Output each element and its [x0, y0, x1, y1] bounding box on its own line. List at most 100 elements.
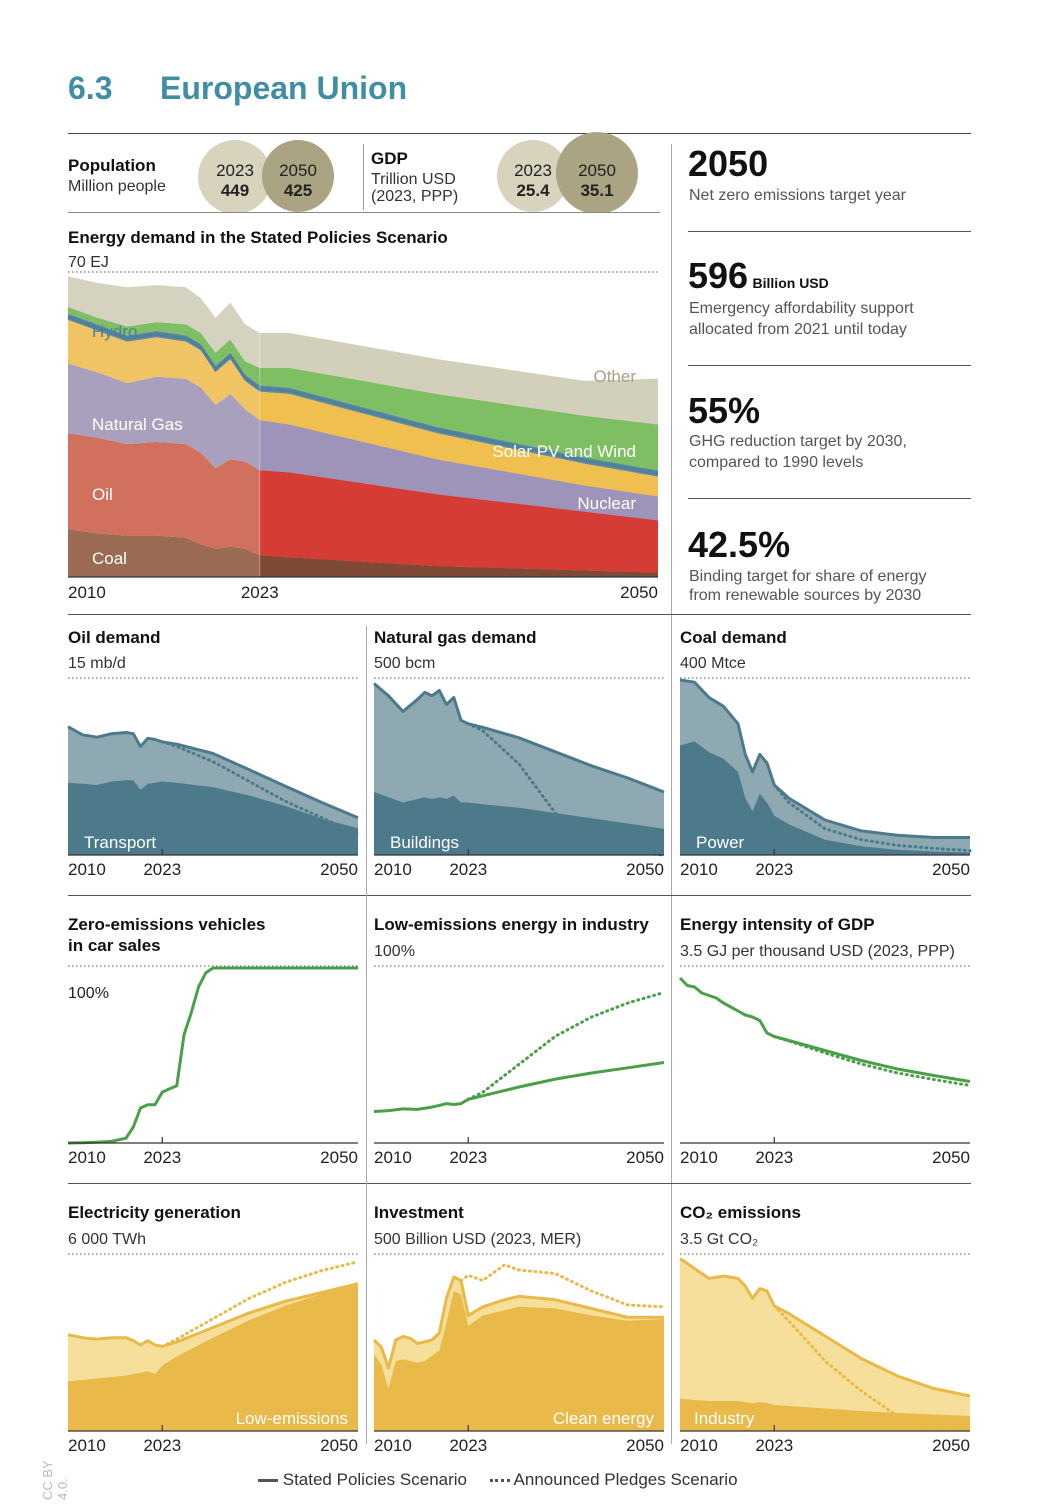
kpi-rule	[68, 212, 660, 213]
gas-tick-label-2010: 2010	[374, 860, 412, 879]
coal-aps-line	[772, 783, 972, 853]
page-title: European Union	[160, 70, 408, 106]
industry-aps-line	[466, 991, 666, 1101]
zev-tick-label-2050: 2050	[320, 1148, 358, 1167]
top-rule	[68, 133, 971, 134]
aps-legend-swatch	[489, 1479, 510, 1483]
fact-2-value: 596	[688, 255, 749, 296]
coal-tick-label-2050: 2050	[932, 860, 970, 879]
fact-4-desc-1: Binding target for share of energy	[689, 568, 927, 585]
population-year-2: 2050	[279, 161, 317, 180]
gas-aps-line	[466, 722, 666, 857]
oil-aps-line	[160, 740, 360, 836]
energy-label-other: Other	[593, 367, 636, 386]
energy-hydro-line	[67, 315, 659, 476]
invest-sps-line	[372, 1275, 664, 1370]
intensity-tick-label-2050: 2050	[932, 1148, 970, 1167]
energy-projection-nuclear	[259, 391, 658, 497]
elec-sps-line	[67, 1282, 359, 1348]
electricity-chart: 2010 2023 2050 Low-emissions	[67, 1253, 360, 1455]
license-text: CC BY 4.0.	[40, 1460, 70, 1501]
gas-unit: 500 bcm	[374, 655, 436, 672]
gdp-year-2: 2050	[578, 161, 616, 180]
fact-3-desc-1: GHG reduction target by 2030,	[689, 433, 907, 450]
gas-sps-line	[373, 682, 665, 794]
invest-tick-label-2050: 2050	[626, 1436, 664, 1455]
fact-2-unit: Billion USD	[752, 275, 829, 291]
population-2023-circle: 2023 449	[198, 140, 272, 214]
zev-tick-label-2010: 2010	[68, 1148, 106, 1167]
co2-area-label: Industry	[694, 1409, 755, 1428]
co2-chart: 2010 2023 2050 Industry	[679, 1253, 972, 1455]
fact-1-desc: Net zero emissions target year	[689, 187, 906, 204]
fact-3-desc-2: compared to 1990 levels	[689, 454, 864, 471]
circle-mask	[190, 212, 660, 222]
oil-tick-label-2010: 2010	[68, 860, 106, 879]
population-year-1: 2023	[216, 161, 254, 180]
gdp-value-2: 35.1	[580, 181, 614, 200]
energy-chart-title: Energy demand in the Stated Policies Sce…	[68, 228, 448, 247]
energy-label-natural-gas: Natural Gas	[92, 415, 183, 434]
intensity-sps-line	[678, 976, 971, 1083]
coal-demand-chart: 2010 2023 2050 Power	[679, 677, 972, 879]
population-2050-circle: 2050 425	[262, 140, 334, 212]
zev-chart: 2010 2023 2050 100%	[67, 965, 358, 1167]
pop-gdp-divider	[363, 144, 364, 210]
fact-2: 596 Billion USD	[688, 255, 829, 297]
invest-unit: 500 Billion USD (2023, MER)	[374, 1231, 582, 1248]
co2-sps-line	[679, 1257, 971, 1398]
co2-tick-label-2023: 2023	[755, 1436, 793, 1455]
fact-2-desc-2: allocated from 2021 until today	[689, 321, 907, 338]
row-rule-3	[68, 1183, 971, 1184]
coal-total-area	[680, 680, 970, 855]
co2-title: CO₂ emissions	[680, 1203, 801, 1222]
row-rule-1	[68, 614, 971, 615]
elec-area-label: Low-emissions	[236, 1409, 348, 1428]
row-rule-2	[68, 895, 971, 896]
energy-series-coal	[68, 529, 658, 577]
energy-label-coal: Coal	[92, 549, 127, 568]
fact-2-desc-1: Emergency affordability support	[689, 300, 914, 317]
invest-aps-line	[459, 1263, 666, 1309]
intensity-tick-label-2023: 2023	[755, 1148, 793, 1167]
gas-tick-label-2023: 2023	[449, 860, 487, 879]
energy-chart-unit: 70 EJ	[68, 254, 109, 271]
industry-tick-label-2050: 2050	[626, 1148, 664, 1167]
elec-tick-label-2010: 2010	[68, 1436, 106, 1455]
gas-title: Natural gas demand	[374, 628, 537, 647]
energy-label-oil: Oil	[92, 485, 113, 504]
gdp-year-1: 2023	[514, 161, 552, 180]
energy-tick-label-2023: 2023	[241, 583, 279, 602]
co2-tick-label-2010: 2010	[680, 1436, 718, 1455]
industry-tick-label-2023: 2023	[449, 1148, 487, 1167]
elec-tick-label-2050: 2050	[320, 1436, 358, 1455]
zev-title: Zero-emissions vehicles	[68, 915, 266, 934]
coal-title: Coal demand	[680, 628, 787, 647]
elec-unit: 6 000 TWh	[68, 1231, 146, 1248]
invest-clean-energy-area	[374, 1291, 664, 1431]
coal-power-area	[680, 741, 970, 855]
gdp-2050-circle: 2050 35.1	[556, 132, 638, 214]
coal-sps-line	[679, 678, 970, 839]
elec-tick-label-2023: 2023	[143, 1436, 181, 1455]
coal-unit: 400 Mtce	[680, 655, 746, 672]
section-number: 6.3	[68, 70, 113, 106]
fact-3-value: 55%	[688, 390, 761, 431]
legend: Stated Policies Scenario Announced Pledg…	[258, 1470, 738, 1490]
elec-aps-line	[160, 1260, 360, 1348]
elec-title: Electricity generation	[68, 1203, 241, 1222]
energy-tick-label-2050: 2050	[620, 583, 658, 602]
fact-4-desc-2: from renewable sources by 2030	[689, 587, 922, 604]
energy-projection-solar-pv-and-wind	[259, 367, 658, 471]
zev-ymax-label: 100%	[68, 985, 109, 1002]
zev-tick-label-2023: 2023	[143, 1148, 181, 1167]
gdp-unit-detail: (2023, PPP)	[371, 188, 459, 205]
population-value-2: 425	[283, 181, 313, 200]
coal-tick-label-2010: 2010	[680, 860, 718, 879]
intensity-unit: 3.5 GJ per thousand USD (2023, PPP)	[680, 943, 955, 960]
elec-low-emissions-area	[68, 1285, 358, 1431]
energy-label-nuclear: Nuclear	[577, 494, 636, 513]
energy-projection-other	[259, 333, 658, 425]
intensity-chart: 2010 2023 2050	[678, 965, 972, 1167]
oil-area-label: Transport	[84, 833, 156, 852]
